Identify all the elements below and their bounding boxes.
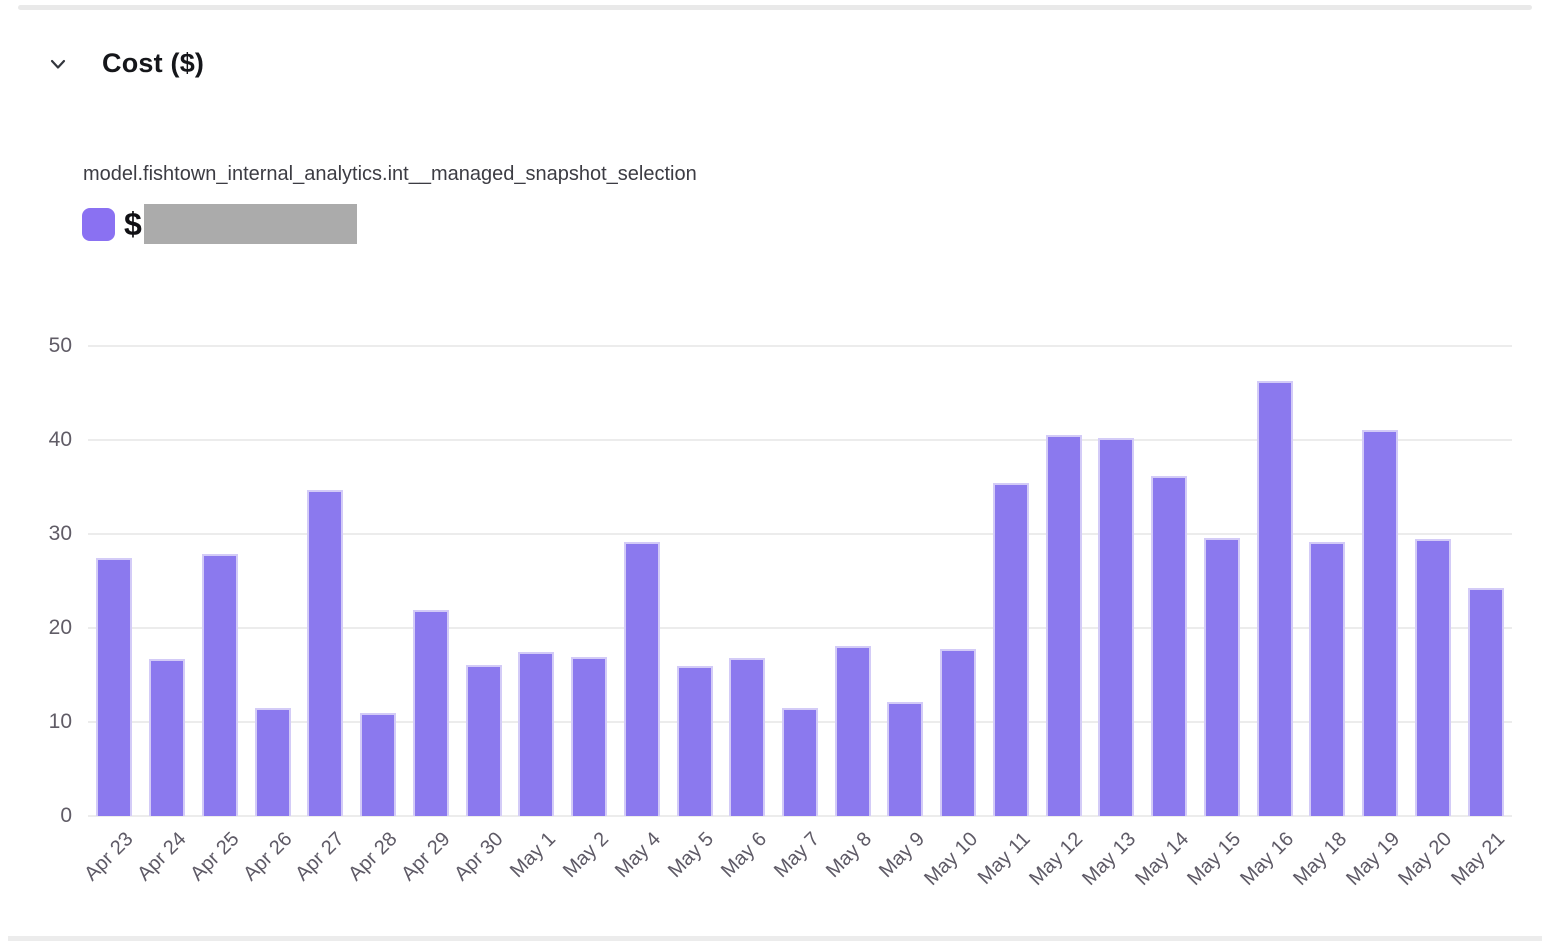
bar-apr-28[interactable] [360,712,397,816]
y-tick-label-0: 0 [60,804,72,827]
x-tick-label-may-1: May 1 [505,828,560,883]
y-axis-labels: 0 10 20 30 40 50 [0,334,72,827]
bar-may-15[interactable] [1203,537,1240,816]
bar-may-8[interactable] [834,645,871,816]
bottom-divider [8,936,1542,941]
x-tick-label-may-18: May 18 [1289,828,1351,890]
bar-may-6[interactable] [729,658,766,816]
bar-apr-29[interactable] [412,610,449,816]
x-tick-label-apr-29: Apr 29 [397,828,455,886]
bar-may-9[interactable] [887,702,924,816]
y-tick-label-50: 50 [48,334,72,357]
x-tick-label-may-14: May 14 [1130,828,1193,890]
bar-may-7[interactable] [782,707,818,816]
bar-may-21[interactable] [1467,587,1504,816]
x-tick-label-may-19: May 19 [1341,828,1404,890]
panel-title: Cost ($) [102,48,205,78]
bar-apr-27[interactable] [307,489,344,816]
x-tick-label-may-10: May 10 [919,828,982,890]
y-tick-label-40: 40 [48,428,72,451]
gridline-20 [88,627,1512,629]
y-tick-label-20: 20 [48,616,72,639]
x-tick-label-may-20: May 20 [1394,828,1457,890]
x-axis-labels: Apr 23 Apr 24 Apr 25 Apr 26 Apr 27 Apr 28 Apr … [81,824,1512,934]
legend-value-redacted-box [143,204,357,244]
x-tick-label-may-16: May 16 [1236,828,1299,890]
bar-may-2[interactable] [571,657,608,816]
gridline-50 [88,345,1512,347]
bar-may-18[interactable] [1309,542,1346,816]
x-tick-label-may-7: May 7 [769,828,824,883]
x-tick-label-apr-26: Apr 26 [238,828,297,886]
x-tick-label-may-13: May 13 [1078,828,1140,890]
y-tick-label-30: 30 [48,522,72,545]
bar-apr-24[interactable] [149,659,186,816]
legend-swatch [82,207,115,241]
bar-apr-23[interactable] [96,558,133,816]
x-tick-label-may-8: May 8 [822,828,877,883]
bar-may-5[interactable] [676,665,713,816]
x-tick-label-may-21: May 21 [1447,828,1510,890]
panel-header: Cost ($) [46,48,204,79]
x-tick-label-may-5: May 5 [664,828,719,883]
bar-apr-30[interactable] [465,664,502,816]
bar-apr-26[interactable] [254,707,291,816]
x-tick-label-apr-28: Apr 28 [344,828,402,886]
x-tick-label-may-15: May 15 [1183,828,1246,890]
x-tick-label-may-4: May 4 [611,828,666,883]
bar-may-10[interactable] [940,648,977,816]
bar-apr-25[interactable] [201,553,238,816]
y-tick-label-10: 10 [48,710,72,733]
top-divider [18,5,1532,10]
bar-may-20[interactable] [1414,538,1451,816]
gridline-30 [88,533,1512,535]
series-label: model.fishtown_internal_analytics.int__m… [83,163,697,185]
gridline-0 [88,815,1512,817]
x-tick-label-may-12: May 12 [1025,828,1088,890]
bar-may-1[interactable] [518,652,555,816]
bar-may-12[interactable] [1045,435,1082,816]
bar-may-19[interactable] [1362,429,1399,816]
x-tick-label-apr-24: Apr 24 [133,828,191,886]
bar-may-13[interactable] [1098,438,1135,816]
chevron-down-icon[interactable] [46,52,70,76]
bar-may-16[interactable] [1256,380,1293,816]
x-tick-label-apr-25: Apr 25 [186,828,244,886]
x-tick-label-apr-23: Apr 23 [80,828,138,886]
gridline-40 [88,439,1512,441]
bar-may-4[interactable] [623,542,660,816]
bar-may-11[interactable] [992,483,1029,816]
bar-may-14[interactable] [1151,475,1188,816]
plot-area [88,345,1512,817]
x-tick-label-may-2: May 2 [558,828,613,883]
x-tick-label-apr-27: Apr 27 [291,828,349,886]
x-tick-label-may-11: May 11 [973,828,1035,889]
legend-item[interactable]: $ [82,204,357,244]
legend-value-prefix: $ [124,206,142,242]
x-tick-label-apr-30: Apr 30 [449,828,508,886]
x-tick-label-may-6: May 6 [716,828,771,883]
